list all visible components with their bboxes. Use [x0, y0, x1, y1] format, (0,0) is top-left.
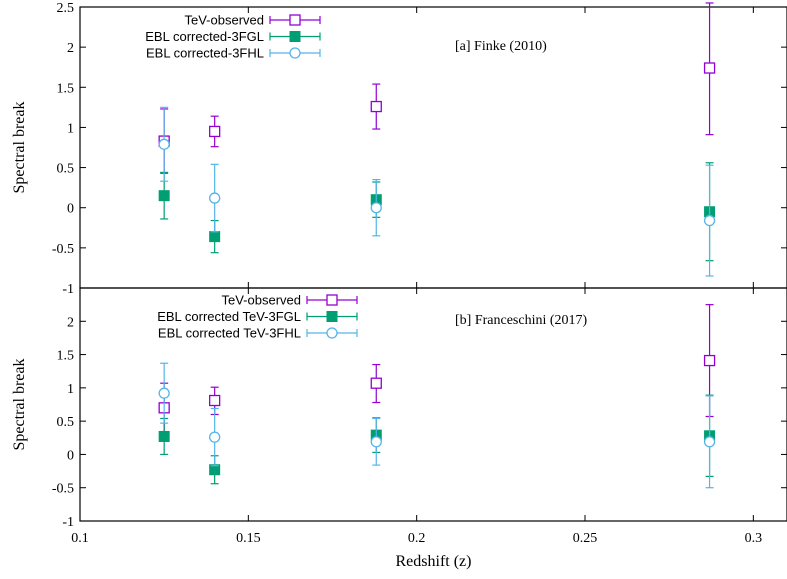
data-point	[370, 436, 382, 448]
data-point	[209, 231, 221, 243]
legend-label: EBL corrected TeV-3FGL	[157, 309, 301, 324]
y-tick-label: 2	[67, 315, 74, 330]
data-point	[370, 100, 382, 113]
data-point	[209, 192, 221, 204]
data-point	[158, 430, 170, 442]
panel-b: -1 -0.5 0 0.5 1 1.5 2 0.1 0.15 0.2 0.25 0.3 Spectral…	[11, 287, 787, 570]
y-tick-label: 0.5	[57, 415, 75, 430]
data-point	[370, 377, 382, 389]
data-point	[703, 62, 716, 74]
data-point	[703, 354, 716, 367]
legend-marker	[289, 47, 301, 59]
x-axis-title: Redshift (z)	[396, 553, 472, 570]
y-tick-label: 1.5	[57, 81, 75, 96]
y-tick-label: 0	[67, 448, 74, 463]
y-tick-label: -1	[62, 515, 74, 530]
legend-marker	[289, 14, 301, 26]
y-tick-label: 1	[67, 121, 74, 136]
legend-label: TeV-observed	[222, 293, 302, 308]
data-point	[703, 214, 716, 227]
y-tick-label: 2.5	[57, 1, 75, 16]
y-tick-label: 2	[67, 41, 74, 56]
legend-marker	[326, 311, 338, 322]
x-tick-label: 0.25	[573, 531, 598, 546]
legend-marker	[326, 294, 338, 306]
data-point	[370, 202, 382, 214]
y-tick-label: -0.5	[52, 242, 74, 257]
y-tick-label: 1	[67, 382, 74, 397]
y-tick-label: 0.5	[57, 162, 75, 177]
x-tick-label: 0.2	[408, 531, 426, 546]
y-tick-label: -1	[62, 282, 74, 297]
series-3	[158, 106, 716, 277]
legend-label: EBL corrected TeV-3FHL	[158, 326, 301, 341]
panel-annotation: [a] Finke (2010)	[455, 39, 547, 54]
legend-label: TeV-observed	[185, 13, 265, 28]
legend-marker	[289, 31, 301, 42]
legend-marker	[326, 327, 338, 339]
x-tick-label: 0.1	[71, 531, 89, 546]
y-tick-label: -0.5	[52, 482, 74, 497]
data-point	[158, 138, 170, 150]
data-point	[703, 436, 716, 448]
y-axis-title: Spectral break	[11, 359, 28, 451]
panel-a: -1 -0.5 0 0.5 1 1.5 2 2.5 Spectral break [a] Fink…	[11, 1, 787, 297]
y-tick-label: 0	[67, 202, 74, 217]
plot-frame	[79, 287, 787, 522]
panel-annotation: [b] Franceschini (2017)	[455, 313, 588, 328]
y-axis-title: Spectral break	[11, 102, 28, 194]
legend-label: EBL corrected-3FHL	[146, 46, 264, 61]
data-point	[209, 125, 221, 138]
data-point	[158, 190, 170, 202]
series-3	[158, 362, 716, 489]
data-point	[158, 387, 170, 399]
y-tick-label: 1.5	[57, 349, 75, 364]
x-tick-label: 0.15	[236, 531, 261, 546]
x-tick-label: 0.3	[745, 531, 763, 546]
data-point	[209, 394, 221, 407]
data-point	[209, 431, 221, 443]
legend-label: EBL corrected-3FGL	[145, 29, 264, 44]
